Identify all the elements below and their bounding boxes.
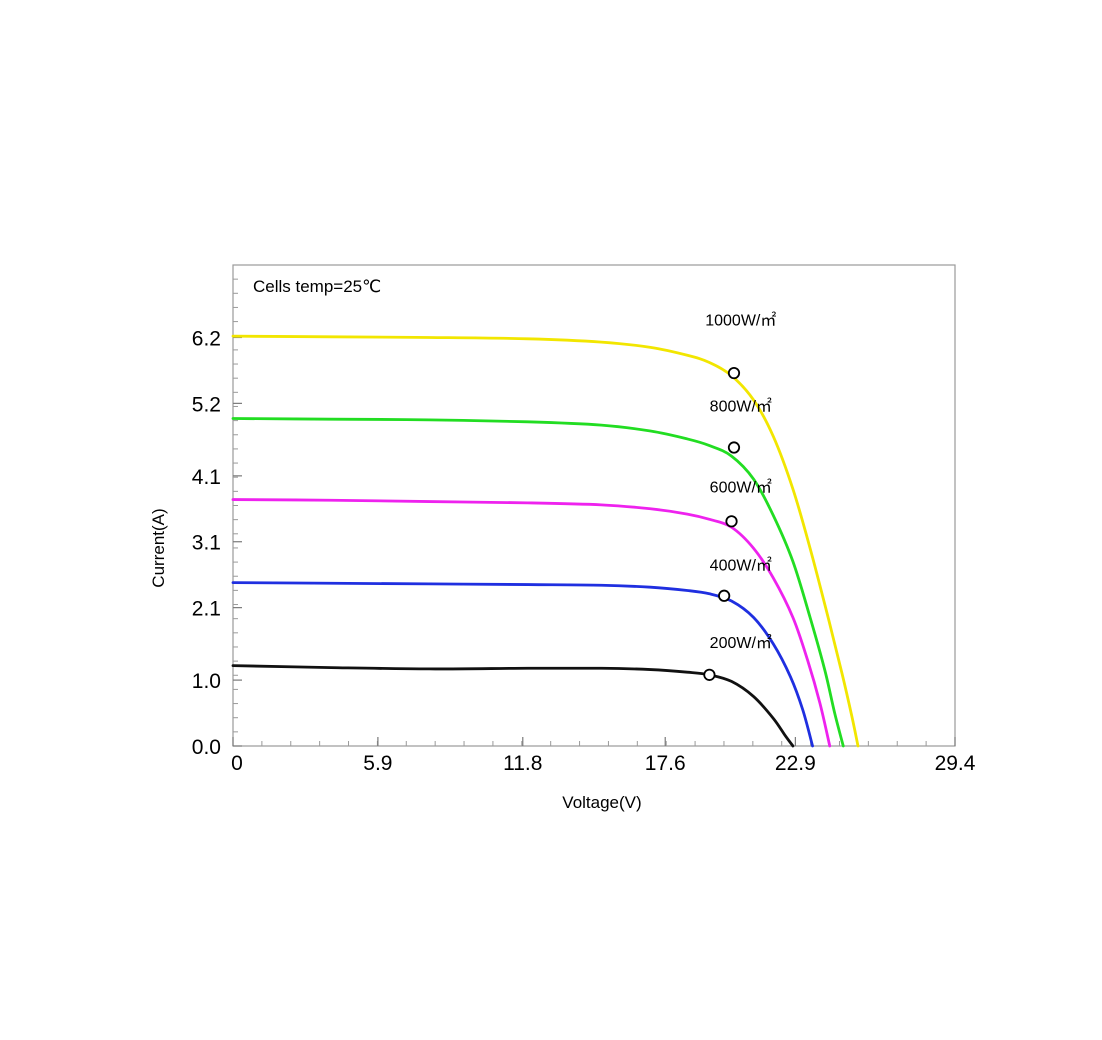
cell-temperature-annotation: Cells temp=25℃ xyxy=(253,277,381,296)
series-line-1000w xyxy=(231,334,860,748)
y-tick-label: 0.0 xyxy=(192,736,221,759)
max-power-point-800w xyxy=(727,441,741,454)
series-group xyxy=(231,334,860,748)
x-tick-label: 5.9 xyxy=(363,752,392,775)
max-power-point-1000w xyxy=(727,366,741,380)
x-tick-label: 0 xyxy=(231,752,243,775)
x-tick-label: 17.6 xyxy=(645,752,686,775)
series-label-800w: 800W/㎡ xyxy=(710,397,772,415)
axis-ticks xyxy=(232,278,956,747)
series-label-400w: 400W/㎡ xyxy=(710,557,772,575)
series-line-200w xyxy=(231,664,795,748)
series-label-200w: 200W/㎡ xyxy=(710,634,772,652)
series-label-1000w: 1000W/㎡ xyxy=(705,312,776,330)
x-tick-label: 29.4 xyxy=(935,752,976,775)
series-line-400w xyxy=(231,581,814,748)
series-label-600w: 600W/㎡ xyxy=(710,478,772,496)
y-tick-label: 3.1 xyxy=(192,532,221,555)
y-tick-label: 5.2 xyxy=(192,393,221,416)
series-line-600w xyxy=(231,498,832,748)
x-tick-label: 11.8 xyxy=(503,752,542,775)
y-tick-label: 4.1 xyxy=(192,466,221,489)
max-power-point-600w xyxy=(725,515,738,528)
y-axis-title: Current(A) xyxy=(149,508,168,587)
y-tick-label: 1.0 xyxy=(192,670,221,693)
y-tick-label: 6.2 xyxy=(192,327,221,350)
max-power-point-200w xyxy=(703,668,716,681)
y-tick-label: 2.1 xyxy=(192,598,221,621)
x-axis-title: Voltage(V) xyxy=(562,793,641,812)
series-line-800w xyxy=(231,417,845,748)
x-tick-label: 22.9 xyxy=(775,752,816,775)
labels-group: 0 5.9 11.8 17.6 22.9 29.4 0.0 1.0 2.1 3.1 4.1 5.2 6.… xyxy=(192,312,976,775)
max-power-point-400w xyxy=(718,589,731,602)
